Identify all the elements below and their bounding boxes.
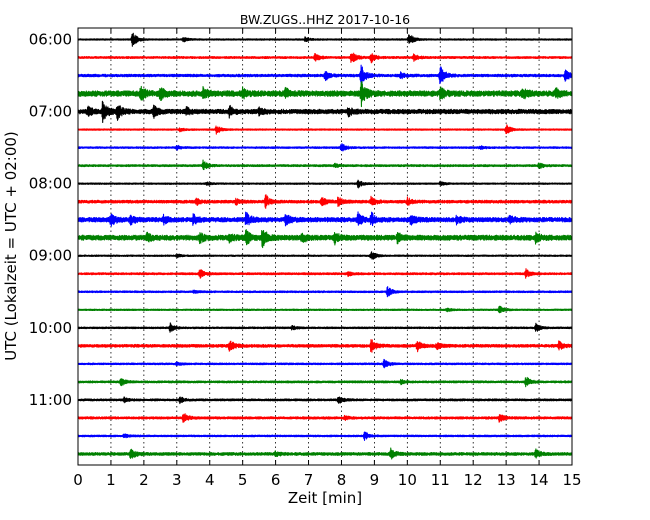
y-tick-label: 06:00 [29, 31, 72, 49]
x-tick-label: 2 [139, 471, 149, 489]
x-tick-label: 15 [562, 471, 581, 489]
x-tick-label: 0 [73, 471, 83, 489]
grid-lines [110, 28, 540, 465]
x-tick-label: 13 [497, 471, 516, 489]
x-tick-label: 7 [304, 471, 314, 489]
plot-frame [77, 27, 573, 466]
x-tick-label: 1 [106, 471, 116, 489]
y-tick-label: 07:00 [29, 103, 72, 121]
y-axis-ticks: 06:00 07:00 08:00 09:00 10:00 11:00 [29, 31, 572, 409]
seismic-traces [77, 32, 573, 460]
x-tick-label: 14 [530, 471, 549, 489]
chart-title: BW.ZUGS..HHZ 2017-10-16 [240, 12, 410, 27]
x-tick-label: 3 [172, 471, 182, 489]
seismic-trace [77, 159, 573, 171]
y-tick-label: 10:00 [29, 319, 72, 337]
x-tick-label: 12 [464, 471, 483, 489]
x-tick-label: 6 [271, 471, 281, 489]
y-axis-label: UTC (Lokalzeit = UTC + 02:00) [2, 131, 20, 361]
y-tick-label: 09:00 [29, 247, 72, 265]
x-tick-label: 10 [398, 471, 417, 489]
x-tick-label: 5 [238, 471, 248, 489]
x-axis-ticks: 0 1 2 3 4 5 6 7 8 9 10 11 12 13 14 15 [73, 28, 582, 489]
x-tick-label: 4 [205, 471, 215, 489]
x-tick-label: 11 [431, 471, 450, 489]
y-tick-label: 08:00 [29, 175, 72, 193]
y-tick-label: 11:00 [29, 391, 72, 409]
x-tick-label: 8 [337, 471, 347, 489]
x-axis-label: Zeit [min] [288, 489, 362, 507]
seismic-trace [77, 229, 573, 249]
x-tick-label: 9 [370, 471, 380, 489]
